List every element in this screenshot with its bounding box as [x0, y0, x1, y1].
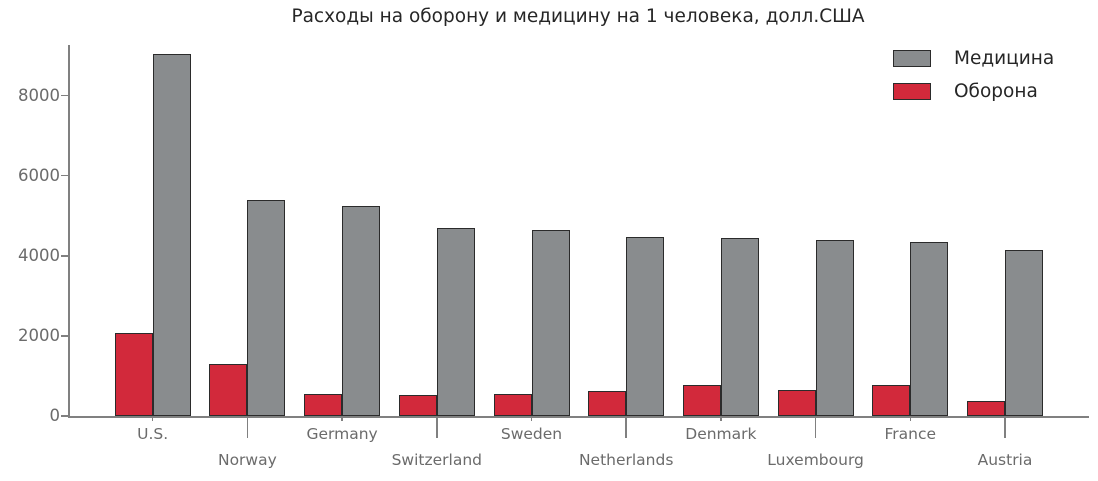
bar-оборона-9 [967, 401, 1005, 416]
x-tick-label: Sweden [500, 425, 563, 443]
y-axis-spine [68, 45, 70, 416]
x-tick-mark [246, 416, 249, 438]
x-tick-label: Germany [306, 425, 378, 443]
bar-оборона-4 [493, 393, 532, 416]
y-tick-mark [61, 335, 68, 337]
chart-title: Расходы на оборону и медицину на 1 челов… [291, 6, 865, 27]
bar-медицина-8 [910, 241, 949, 416]
x-tick-label: Denmark [685, 425, 757, 443]
x-tick-mark [909, 416, 912, 421]
y-tick-mark [61, 415, 68, 417]
y-tick-mark [61, 174, 68, 177]
x-tick-label: Netherlands [578, 451, 674, 469]
x-tick-mark [625, 416, 627, 438]
bar-оборона-3 [398, 395, 437, 416]
x-tick-mark [530, 416, 533, 421]
bar-оборона-8 [872, 385, 911, 416]
bar-оборона-2 [304, 394, 343, 416]
y-tick-mark [61, 255, 68, 257]
bar-медицина-7 [815, 239, 854, 416]
legend-item: Медицина [893, 48, 1054, 69]
y-tick-label: 0 [49, 406, 61, 425]
x-tick-label: Luxembourg [767, 451, 864, 469]
x-tick-label: France [884, 425, 937, 443]
y-tick-label: 8000 [18, 85, 60, 105]
bar-оборона-7 [777, 390, 816, 416]
bar-медицина-3 [436, 227, 475, 416]
legend: Медицина Оборона [893, 48, 1054, 114]
bar-медицина-6 [720, 237, 759, 416]
legend-item: Оборона [893, 81, 1054, 102]
bar-медицина-4 [531, 229, 570, 416]
x-tick-mark [151, 416, 154, 421]
y-tick-mark [61, 94, 68, 97]
x-tick-label: Austria [977, 451, 1033, 469]
bar-медицина-9 [1005, 249, 1043, 416]
x-tick-mark [436, 416, 438, 438]
bar-медицина-1 [247, 199, 286, 416]
x-tick-mark [341, 416, 343, 421]
bar-оборона-1 [209, 363, 248, 416]
legend-swatch [893, 83, 931, 100]
x-tick-label: U.S. [137, 425, 169, 443]
x-tick-label: Norway [217, 451, 277, 469]
legend-label: Медицина [954, 48, 1055, 69]
x-tick-mark [720, 416, 722, 421]
bar-медицина-2 [342, 205, 381, 416]
bar-медицина-5 [626, 236, 665, 416]
legend-swatch [893, 50, 931, 67]
bar-оборона-5 [588, 390, 627, 416]
y-tick-label: 6000 [18, 165, 60, 185]
x-axis-spine [68, 416, 1089, 418]
bar-оборона-0 [114, 333, 153, 416]
x-tick-mark [814, 416, 817, 438]
y-tick-label: 2000 [18, 325, 60, 345]
legend-label: Оборона [954, 81, 1038, 102]
bar-медицина-0 [152, 53, 191, 416]
y-tick-label: 4000 [18, 245, 60, 265]
bar-оборона-6 [682, 385, 721, 416]
x-tick-mark [1004, 416, 1006, 438]
x-tick-label: Switzerland [391, 451, 482, 469]
